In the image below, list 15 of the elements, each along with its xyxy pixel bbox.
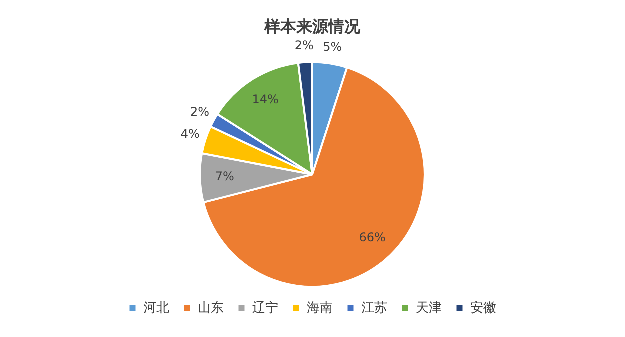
data-label: 66% xyxy=(359,230,386,245)
legend-label: 山东 xyxy=(198,300,224,316)
data-label: 7% xyxy=(215,169,234,184)
data-label: 14% xyxy=(252,92,279,107)
data-label: 2% xyxy=(294,38,314,53)
data-label: 5% xyxy=(323,40,342,54)
data-label: 4% xyxy=(180,127,200,142)
legend-label: 安徽 xyxy=(470,300,496,316)
legend-label: 海南 xyxy=(306,300,333,316)
legend-label: 天津 xyxy=(416,300,442,316)
legend-label: 河北 xyxy=(143,300,170,316)
chart-title: 样本来源情况 xyxy=(264,16,362,36)
legend-label: 江苏 xyxy=(361,300,388,316)
data-label: 2% xyxy=(190,104,210,119)
legend-label: 辽宁 xyxy=(252,300,278,316)
